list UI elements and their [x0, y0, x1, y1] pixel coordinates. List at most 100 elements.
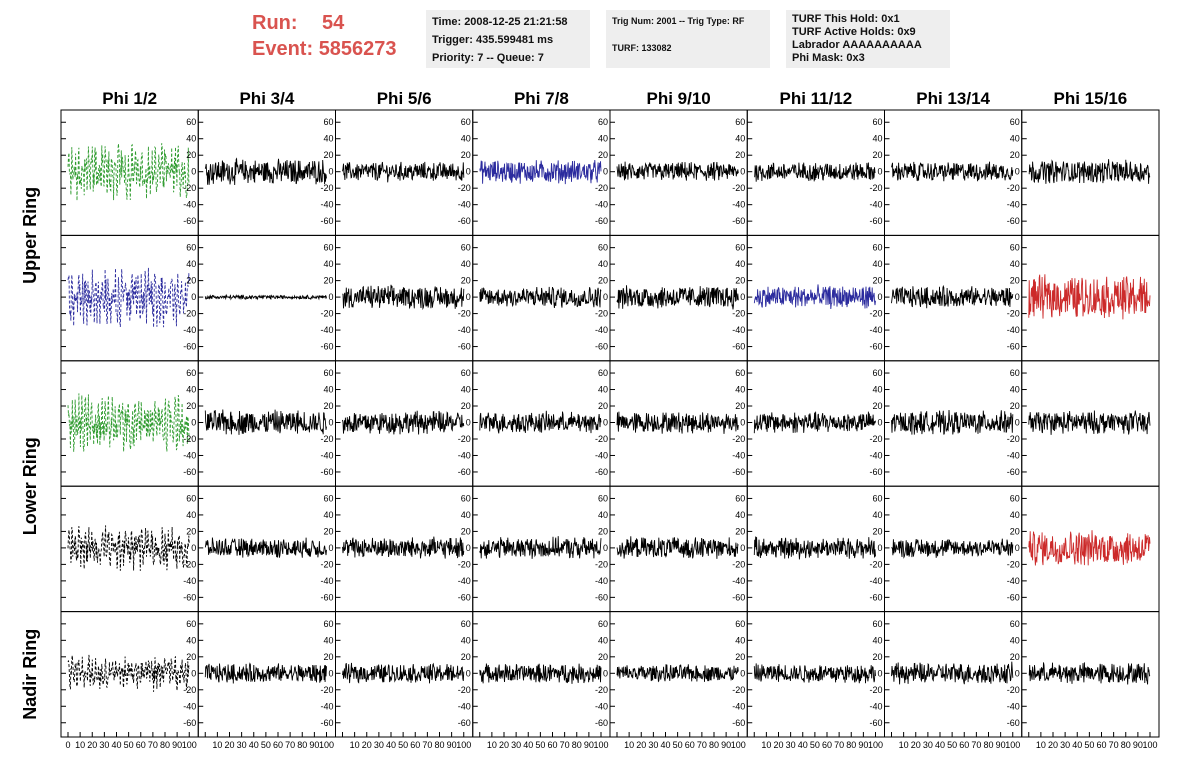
y-tick-label: 0: [877, 668, 882, 678]
y-tick-label: 0: [877, 418, 882, 428]
y-tick-label: 60: [1010, 493, 1020, 503]
column-label: Phi 11/12: [779, 89, 852, 108]
y-tick-label: 40: [186, 134, 196, 144]
waveform-trace: [479, 159, 602, 185]
y-tick-label: 0: [328, 543, 333, 553]
y-tick-label: -20: [732, 309, 745, 319]
y-tick-label: 60: [186, 619, 196, 629]
turf-active-holds-text: TURF Active Holds: 0x9: [792, 26, 916, 38]
y-tick-label: 60: [735, 117, 745, 127]
y-tick-label: -40: [869, 576, 882, 586]
waveform-trace: [1028, 530, 1151, 566]
y-tick-label: -40: [869, 200, 882, 210]
x-tick-label: 30: [237, 740, 247, 750]
x-tick-label: 100: [593, 740, 608, 750]
y-tick-label: -20: [1007, 183, 1020, 193]
x-tick-label: 40: [798, 740, 808, 750]
y-tick-label: 20: [598, 652, 608, 662]
y-tick-label: -40: [183, 200, 196, 210]
y-tick-label: 40: [323, 635, 333, 645]
y-tick-label: 20: [186, 401, 196, 411]
y-tick-label: 0: [191, 167, 196, 177]
y-tick-label: 20: [1010, 526, 1020, 536]
x-tick-label: 100: [731, 740, 746, 750]
y-tick-label: 20: [735, 276, 745, 286]
y-tick-label: 60: [598, 117, 608, 127]
y-tick-label: -60: [595, 592, 608, 602]
y-tick-label: -40: [320, 576, 333, 586]
y-tick-label: 40: [323, 510, 333, 520]
x-tick-label: 60: [822, 740, 832, 750]
y-tick-label: 60: [1010, 243, 1020, 253]
y-tick-label: 40: [186, 510, 196, 520]
y-tick-label: 60: [461, 619, 471, 629]
y-tick-label: 60: [1010, 117, 1020, 127]
y-tick-label: 20: [872, 401, 882, 411]
x-tick-label: 40: [935, 740, 945, 750]
y-tick-label: 40: [735, 134, 745, 144]
y-tick-label: 0: [877, 543, 882, 553]
y-tick-label: -60: [458, 592, 471, 602]
waveform-trace: [1028, 274, 1151, 320]
y-tick-label: 0: [603, 418, 608, 428]
x-tick-label: 100: [1142, 740, 1157, 750]
y-tick-label: 40: [598, 259, 608, 269]
y-tick-label: 40: [735, 510, 745, 520]
y-tick-label: 0: [1015, 668, 1020, 678]
y-tick-label: -60: [732, 467, 745, 477]
y-tick-label: 0: [466, 418, 471, 428]
y-tick-label: 0: [191, 543, 196, 553]
y-tick-label: 40: [1010, 510, 1020, 520]
x-tick-label: 60: [410, 740, 420, 750]
x-tick-label: 80: [983, 740, 993, 750]
column-label: Phi 13/14: [916, 89, 990, 108]
y-tick-label: -60: [869, 592, 882, 602]
y-tick-label: 40: [1010, 134, 1020, 144]
x-tick-label: 10: [761, 740, 771, 750]
y-tick-label: 60: [186, 117, 196, 127]
y-tick-label: -40: [1007, 325, 1020, 335]
x-tick-label: 40: [249, 740, 259, 750]
y-tick-label: 20: [598, 150, 608, 160]
panel-frame: [1021, 611, 1160, 738]
waveform-trace: [616, 536, 739, 559]
y-tick-label: 0: [466, 292, 471, 302]
y-tick-label: -40: [458, 701, 471, 711]
y-tick-label: -20: [869, 183, 882, 193]
y-tick-label: 40: [598, 510, 608, 520]
x-tick-label: 70: [422, 740, 432, 750]
y-tick-label: -20: [458, 434, 471, 444]
y-tick-label: 60: [323, 368, 333, 378]
y-tick-label: 0: [877, 167, 882, 177]
y-tick-label: 40: [872, 510, 882, 520]
x-tick-label: 30: [648, 740, 658, 750]
y-tick-label: 60: [872, 117, 882, 127]
x-tick-label: 0: [65, 740, 70, 750]
y-tick-label: -40: [732, 576, 745, 586]
y-tick-label: 0: [328, 418, 333, 428]
y-tick-label: -60: [183, 342, 196, 352]
y-tick-label: -60: [595, 718, 608, 728]
y-tick-label: 0: [328, 292, 333, 302]
y-tick-label: 60: [735, 493, 745, 503]
y-tick-label: -20: [183, 685, 196, 695]
y-tick-label: 20: [186, 276, 196, 286]
y-tick-label: 40: [735, 385, 745, 395]
y-tick-label: 60: [323, 117, 333, 127]
y-tick-label: -60: [183, 216, 196, 226]
waveform-trace: [67, 393, 190, 452]
run-value: 54: [322, 12, 345, 34]
y-tick-label: -60: [320, 592, 333, 602]
y-tick-label: -40: [732, 325, 745, 335]
x-tick-label: 100: [1005, 740, 1020, 750]
y-tick-label: -60: [869, 342, 882, 352]
x-tick-label: 40: [523, 740, 533, 750]
trig-num-text: Trig Num: 2001 -- Trig Type: RF: [612, 16, 745, 26]
y-tick-label: 60: [872, 493, 882, 503]
y-tick-label: 60: [872, 619, 882, 629]
y-tick-label: -60: [458, 342, 471, 352]
y-tick-label: 60: [598, 619, 608, 629]
labrador-text: Labrador AAAAAAAAAA: [792, 39, 922, 51]
y-tick-label: 40: [461, 385, 471, 395]
x-tick-label: 90: [1133, 740, 1143, 750]
